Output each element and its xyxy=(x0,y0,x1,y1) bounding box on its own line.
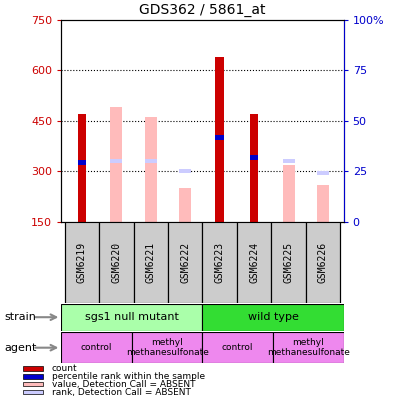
Bar xyxy=(23,382,43,386)
Bar xyxy=(110,107,122,222)
Bar xyxy=(132,332,202,363)
Bar xyxy=(273,332,344,363)
Text: GSM6226: GSM6226 xyxy=(318,242,328,283)
Text: value, Detection Call = ABSENT: value, Detection Call = ABSENT xyxy=(52,380,195,389)
Bar xyxy=(61,304,202,331)
Bar xyxy=(215,57,224,222)
Text: GSM6224: GSM6224 xyxy=(249,242,259,283)
Bar xyxy=(250,155,258,160)
Bar xyxy=(202,222,237,303)
Bar xyxy=(282,164,295,222)
Bar xyxy=(23,374,43,379)
Text: agent: agent xyxy=(4,343,36,353)
Bar xyxy=(306,222,340,303)
Text: percentile rank within the sample: percentile rank within the sample xyxy=(52,372,205,381)
Text: GSM6219: GSM6219 xyxy=(77,242,87,283)
Bar xyxy=(61,332,132,363)
Text: GSM6220: GSM6220 xyxy=(111,242,121,283)
Bar xyxy=(168,222,202,303)
Bar xyxy=(237,222,271,303)
Bar xyxy=(23,366,43,371)
Bar xyxy=(179,188,191,222)
Bar xyxy=(317,171,329,175)
Text: methyl
methanesulfonate: methyl methanesulfonate xyxy=(267,338,350,357)
Bar xyxy=(77,160,86,166)
Text: strain: strain xyxy=(4,312,36,322)
Text: control: control xyxy=(222,343,254,352)
Bar xyxy=(23,390,43,394)
Text: GSM6225: GSM6225 xyxy=(284,242,293,283)
Text: GSM6221: GSM6221 xyxy=(146,242,156,283)
Bar xyxy=(271,222,306,303)
Bar xyxy=(99,222,134,303)
Bar xyxy=(215,135,224,140)
Bar xyxy=(179,169,191,173)
Bar xyxy=(145,117,157,222)
Bar xyxy=(317,185,329,222)
Text: count: count xyxy=(52,364,77,373)
Bar xyxy=(77,114,86,222)
Bar xyxy=(202,304,344,331)
Text: GSM6222: GSM6222 xyxy=(180,242,190,283)
Bar xyxy=(134,222,168,303)
Text: control: control xyxy=(81,343,112,352)
Text: rank, Detection Call = ABSENT: rank, Detection Call = ABSENT xyxy=(52,388,191,396)
Text: methyl
methanesulfonate: methyl methanesulfonate xyxy=(126,338,209,357)
Bar xyxy=(202,332,273,363)
Text: wild type: wild type xyxy=(248,312,299,322)
Text: sgs1 null mutant: sgs1 null mutant xyxy=(85,312,179,322)
Bar xyxy=(250,114,258,222)
Text: GSM6223: GSM6223 xyxy=(214,242,225,283)
Title: GDS362 / 5861_at: GDS362 / 5861_at xyxy=(139,4,266,17)
Bar xyxy=(110,159,122,163)
Bar xyxy=(282,159,295,163)
Bar xyxy=(65,222,99,303)
Bar xyxy=(145,159,157,163)
